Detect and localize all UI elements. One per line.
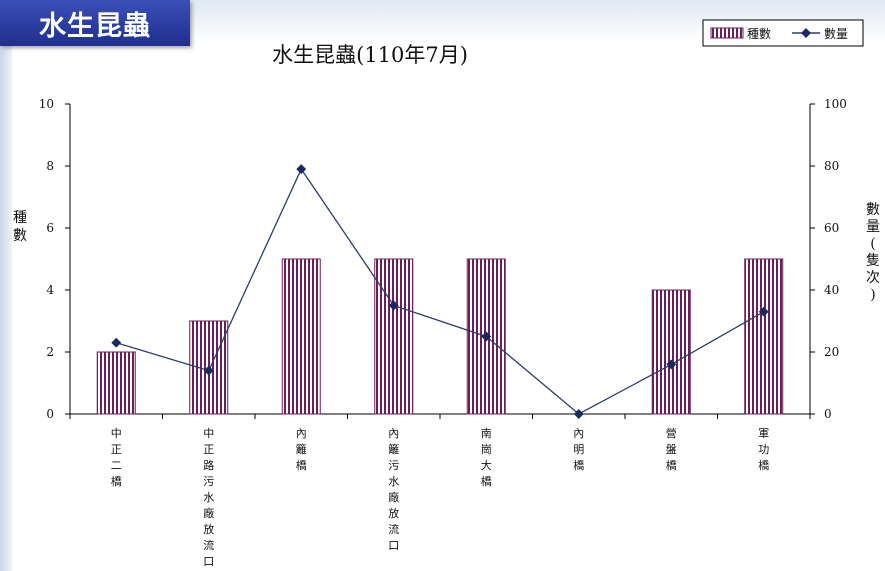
bar — [281, 258, 321, 415]
left-tick-label: 2 — [46, 345, 54, 359]
right-tick-label: 80 — [824, 159, 839, 173]
bar — [96, 351, 136, 415]
chart-title: 水生昆蟲(110年7月) — [272, 43, 468, 67]
line-series — [111, 164, 769, 419]
category-label: 中正二橋 — [111, 427, 122, 488]
right-tick-label: 60 — [824, 221, 839, 235]
left-axis-ticks: 0 2 4 6 8 10 — [39, 97, 70, 421]
line-point — [203, 365, 214, 376]
category-label: 內明橋 — [573, 427, 584, 472]
left-tick-label: 4 — [46, 283, 54, 297]
left-axis-label: 種數 — [13, 210, 27, 244]
right-tick-label: 100 — [824, 97, 847, 111]
line-point — [481, 331, 492, 342]
legend-bar-swatch — [710, 27, 744, 39]
bar — [744, 258, 784, 415]
right-tick-label: 0 — [824, 407, 832, 421]
right-axis-ticks: 0 20 40 60 80 100 — [810, 97, 847, 421]
line-point — [758, 306, 769, 317]
slide-title: 水生昆蟲 — [39, 10, 151, 42]
line-point — [111, 337, 122, 348]
right-axis-label: 數量(隻次) — [866, 202, 880, 303]
legend-bar-label: 種數 — [747, 27, 771, 41]
category-label: 軍功橋 — [758, 427, 769, 472]
line-point — [388, 300, 399, 311]
left-tick-label: 6 — [46, 221, 54, 235]
category-label: 內籬橋 — [296, 427, 307, 472]
x-axis-ticks — [69, 414, 811, 419]
line-point — [573, 409, 584, 419]
slide-left-strip — [0, 0, 12, 571]
left-tick-label: 10 — [39, 97, 54, 111]
line-point — [296, 164, 307, 175]
bar-series — [96, 258, 784, 415]
line-path — [116, 167, 765, 415]
legend-line-label: 數量 — [824, 27, 848, 41]
category-label: 營盤橋 — [666, 427, 677, 472]
slide-title-banner: 水生昆蟲 — [0, 0, 190, 46]
right-tick-label: 40 — [824, 283, 839, 297]
bar — [651, 289, 691, 415]
left-tick-label: 0 — [46, 407, 54, 421]
line-point — [666, 359, 677, 370]
category-label: 南崗大橋 — [481, 427, 492, 488]
category-labels: 中正二橋 中正路污水廠放流口 內籬橋 內籬污水廠放流口 南崗大橋 內明橋 營盤橋 軍功橋 — [111, 427, 770, 568]
bar — [374, 258, 414, 415]
left-tick-label: 8 — [46, 159, 54, 173]
legend-line-marker — [801, 28, 811, 38]
right-tick-label: 20 — [824, 345, 839, 359]
legend: 種數 數量 — [702, 19, 864, 47]
category-label: 中正路污水廠放流口 — [203, 427, 214, 568]
category-label: 內籬污水廠放流口 — [388, 427, 399, 552]
